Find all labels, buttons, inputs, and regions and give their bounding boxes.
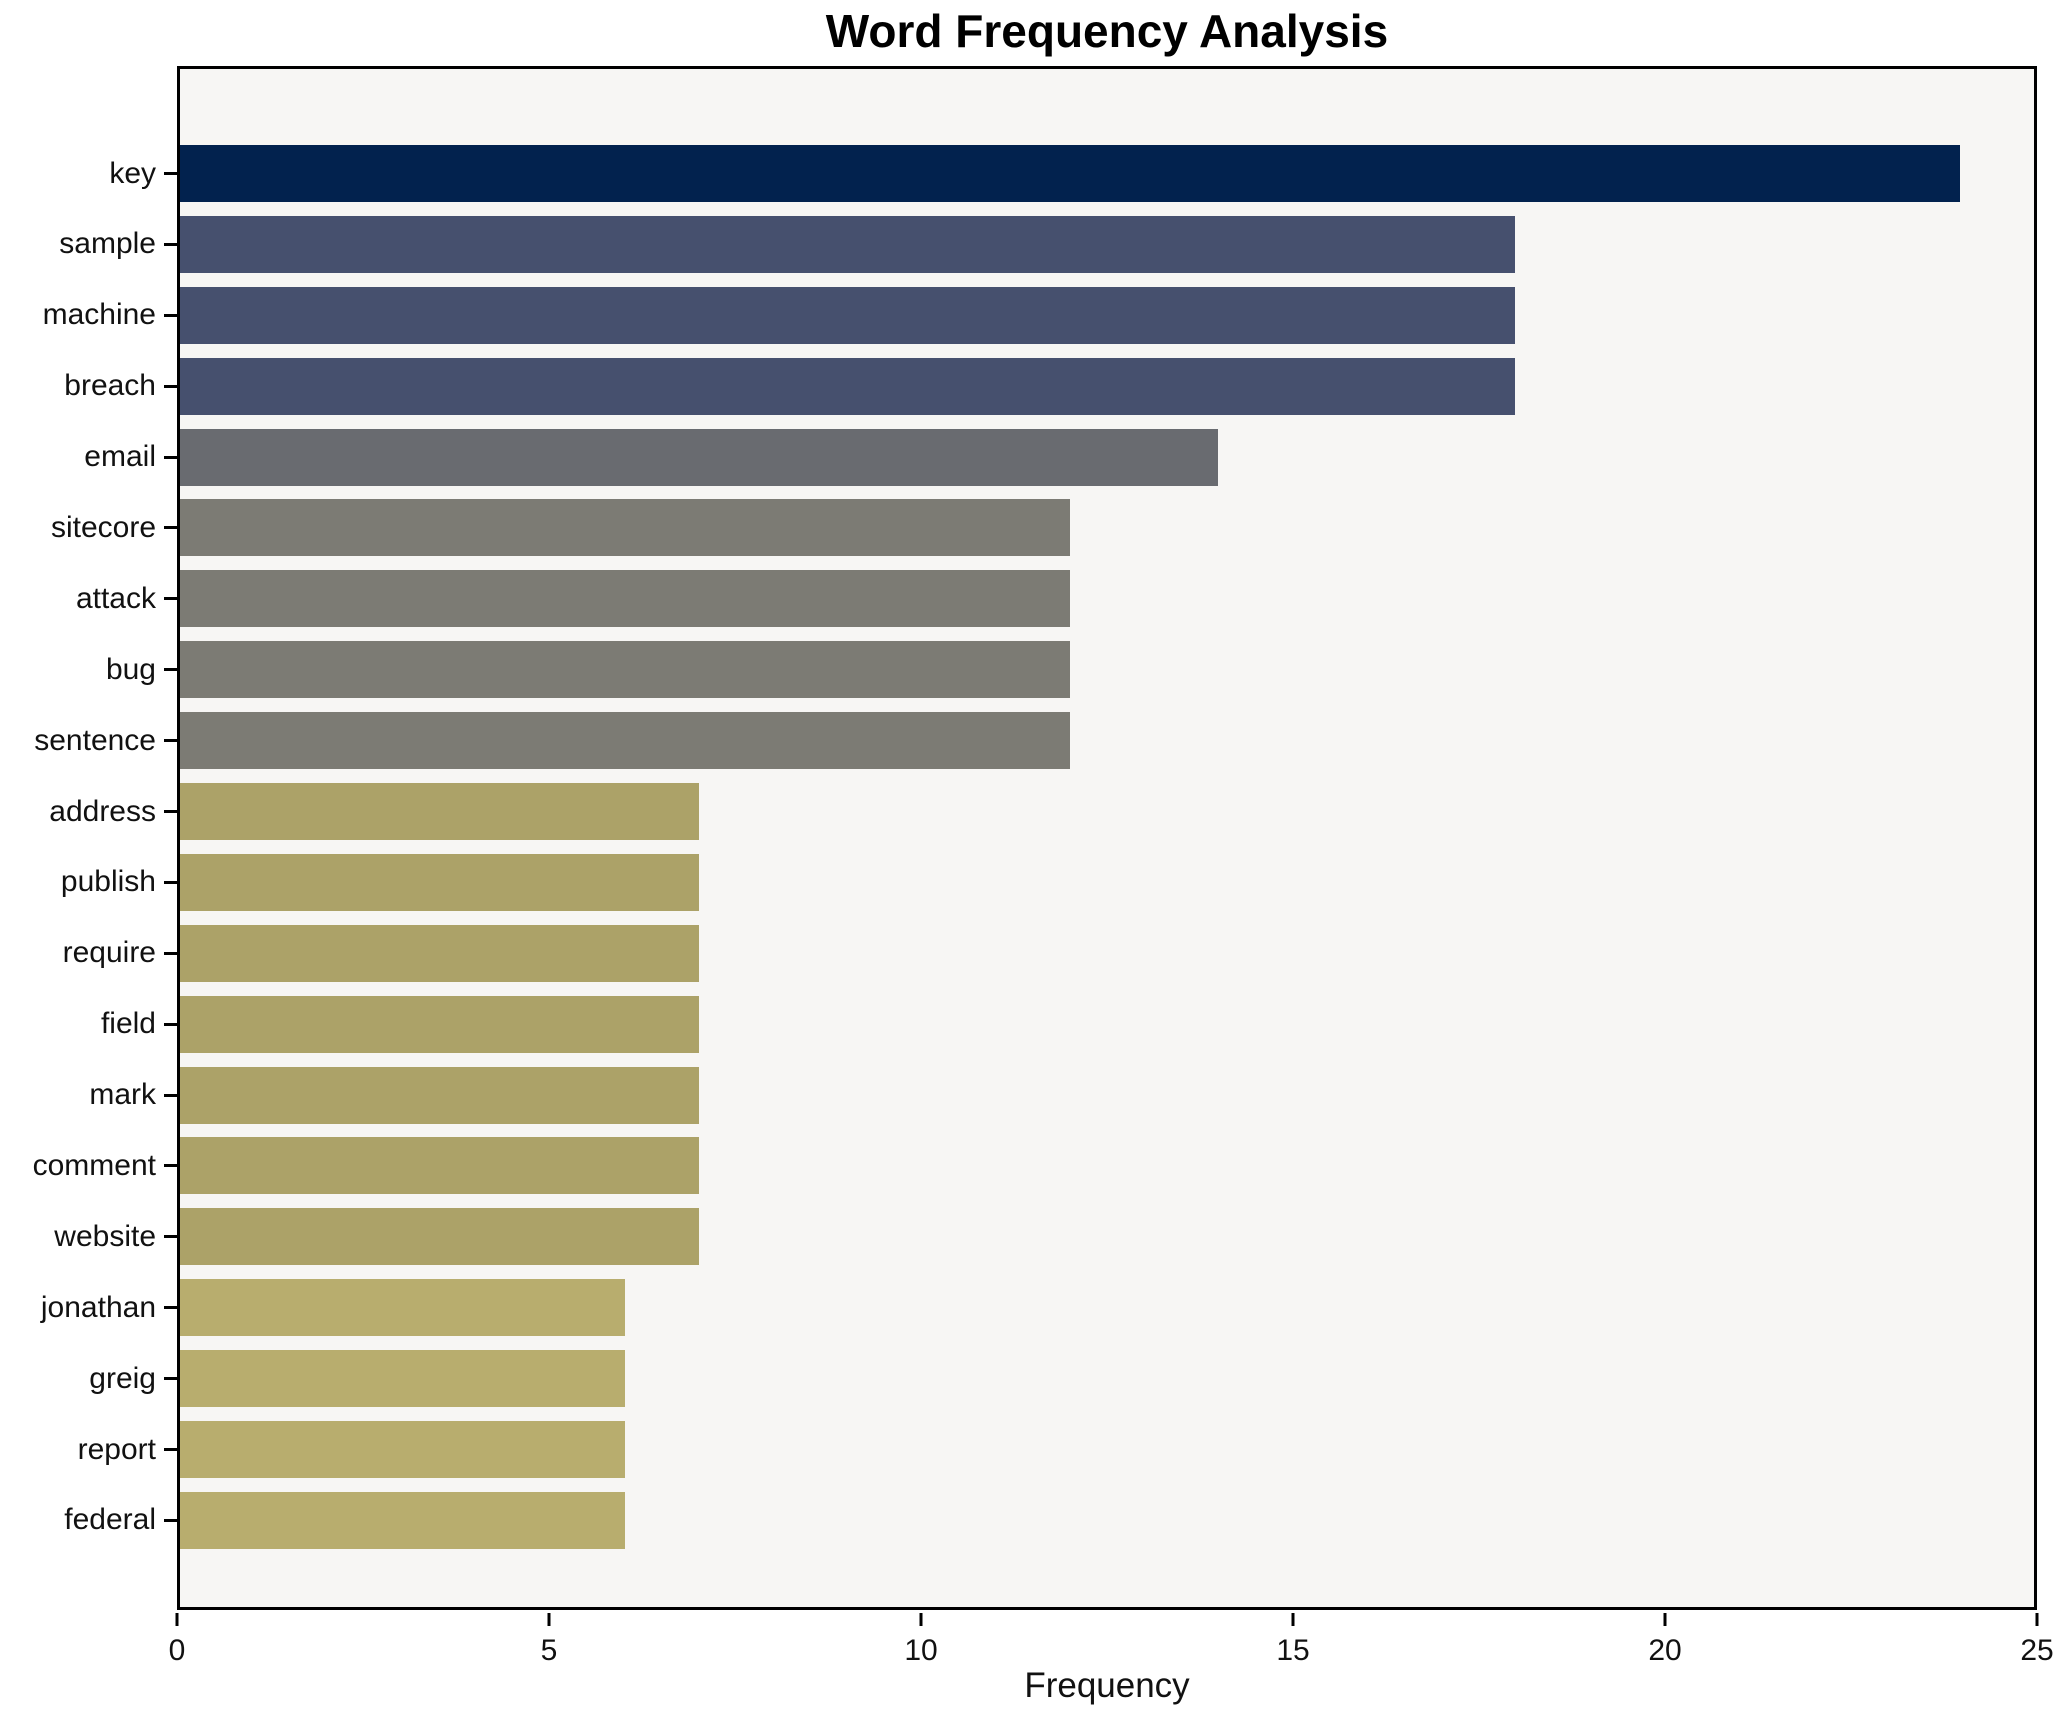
bars-layer: key sample machine breach email sitecore attac… <box>33 145 2034 1549</box>
x-tick-label: 5 <box>540 1634 558 1667</box>
bar-row: greig <box>89 1350 2034 1408</box>
bar-row: key <box>109 145 2034 202</box>
bar-row: sample <box>59 215 2034 273</box>
bar-row: email <box>84 428 2034 486</box>
bar <box>180 1350 625 1408</box>
bar <box>180 1137 700 1195</box>
y-tick <box>164 455 177 459</box>
y-tick-label: key <box>109 156 156 190</box>
y-tick-label: sentence <box>34 723 156 757</box>
bar-row: breach <box>64 357 2034 415</box>
x-tick <box>1663 1613 1667 1626</box>
y-tick-label: website <box>54 1219 156 1253</box>
y-tick <box>164 384 177 388</box>
bar-row: machine <box>43 286 2034 344</box>
y-tick-label: bug <box>105 652 156 686</box>
bar <box>180 783 700 841</box>
bar-row: mark <box>89 1066 2034 1124</box>
y-tick <box>164 951 177 955</box>
x-tick <box>547 1613 551 1626</box>
y-tick <box>164 1164 177 1168</box>
x-tick-label: 15 <box>1276 1634 1310 1667</box>
y-tick-label: field <box>100 1007 156 1041</box>
x-tick-label: 10 <box>904 1634 938 1667</box>
bar-row: comment <box>33 1137 2034 1195</box>
bar-row: website <box>54 1208 2034 1266</box>
y-tick <box>164 810 177 814</box>
bar-row: report <box>78 1421 2034 1479</box>
y-tick <box>164 597 177 601</box>
bar-row: field <box>101 995 2034 1053</box>
y-tick <box>164 668 177 672</box>
y-tick-label: machine <box>42 298 156 332</box>
y-tick <box>164 242 177 246</box>
bar <box>180 853 700 911</box>
bar <box>180 428 1219 486</box>
bar <box>180 641 1070 699</box>
y-tick-label: comment <box>32 1148 156 1182</box>
y-tick <box>164 1306 177 1310</box>
y-tick-label: mark <box>89 1078 156 1112</box>
y-tick <box>164 1448 177 1452</box>
bar <box>180 1066 700 1124</box>
x-tick <box>175 1613 179 1626</box>
y-tick-label: require <box>62 936 156 970</box>
y-tick <box>164 1235 177 1239</box>
x-axis: 0 5 10 15 20 25 <box>169 1610 2054 1710</box>
bar <box>180 215 1515 273</box>
bar-row: require <box>63 924 2034 982</box>
y-tick <box>164 739 177 743</box>
bar <box>180 1421 625 1479</box>
bar <box>180 712 1070 770</box>
x-tick <box>2035 1613 2039 1626</box>
y-tick-label: sitecore <box>50 510 156 544</box>
x-axis-title: Frequency <box>1024 1666 1190 1705</box>
y-tick-label: federal <box>64 1503 156 1537</box>
bar-row: address <box>49 783 2034 841</box>
y-tick-label: jonathan <box>40 1290 156 1324</box>
y-tick <box>164 1377 177 1381</box>
bar <box>180 995 700 1053</box>
bar-row: federal <box>64 1491 2034 1549</box>
y-tick-label: address <box>49 794 156 828</box>
x-tick-label: 20 <box>1648 1634 1682 1667</box>
bar <box>180 1208 700 1266</box>
y-tick-label: sample <box>59 227 156 261</box>
y-tick-label: publish <box>60 865 156 899</box>
bar <box>180 570 1070 628</box>
y-tick <box>164 1022 177 1026</box>
bar-row: publish <box>61 853 2034 911</box>
plot-area: key sample machine breach email sitecore attac… <box>33 66 2037 1610</box>
bar-row: bug <box>106 641 2034 699</box>
y-tick-label: breach <box>64 369 156 403</box>
x-tick <box>1291 1613 1295 1626</box>
chart-title: Word Frequency Analysis <box>825 5 1389 57</box>
bar <box>180 499 1070 557</box>
bar <box>180 145 1960 202</box>
bar <box>180 1279 625 1337</box>
bar-row: jonathan <box>41 1279 2034 1337</box>
y-tick-label: attack <box>75 581 156 615</box>
y-tick <box>164 172 177 175</box>
y-tick <box>164 880 177 884</box>
bar-row: sitecore <box>51 499 2034 557</box>
bar-row: sentence <box>34 712 2034 770</box>
y-tick <box>164 526 177 530</box>
bar <box>180 924 700 982</box>
bar <box>180 286 1515 344</box>
y-tick <box>164 313 177 317</box>
bar <box>180 1491 625 1549</box>
y-tick <box>164 1093 177 1097</box>
y-tick-label: greig <box>89 1361 156 1395</box>
y-tick <box>164 1518 177 1522</box>
y-tick-label: report <box>77 1432 156 1466</box>
bar-row: attack <box>76 570 2034 628</box>
bar <box>180 357 1515 415</box>
y-tick-label: email <box>84 440 156 474</box>
x-tick-label: 0 <box>168 1634 186 1667</box>
x-tick <box>919 1613 923 1626</box>
x-tick-label: 25 <box>2020 1634 2054 1667</box>
